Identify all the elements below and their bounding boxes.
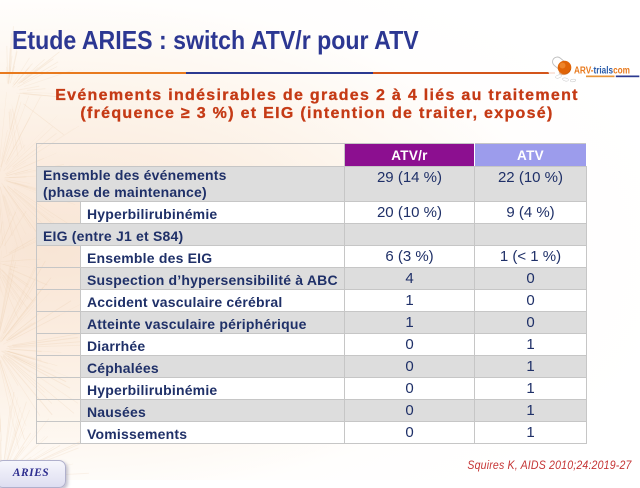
svg-text:ARV-trialscom: ARV-trialscom <box>574 66 630 77</box>
